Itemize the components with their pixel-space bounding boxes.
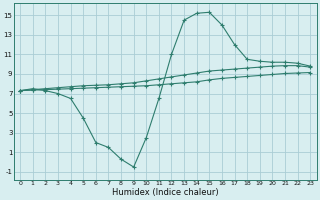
X-axis label: Humidex (Indice chaleur): Humidex (Indice chaleur): [112, 188, 219, 197]
